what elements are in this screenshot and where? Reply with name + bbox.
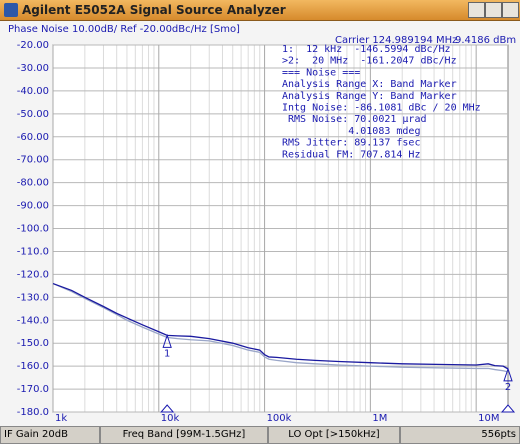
trace (52, 282, 509, 370)
marker-readout: 4.01083 mdeg (282, 126, 420, 137)
maximize-button[interactable] (485, 2, 502, 18)
marker-axis-tick (500, 404, 516, 413)
marker-readout: 1: 12 kHz -146.5994 dBc/Hz (282, 44, 451, 55)
marker-readout: === Noise === (282, 67, 360, 78)
marker-readout: Analysis Range Y: Band Marker (282, 91, 457, 102)
y-tick-label: -180.0 (17, 407, 49, 418)
y-tick-label: -170.0 (17, 384, 49, 395)
status-cell: 556pts (400, 426, 520, 444)
marker-readout: Analysis Range X: Band Marker (282, 79, 457, 90)
y-tick-label: -90.00 (17, 201, 49, 212)
y-tick-label: -30.00 (17, 63, 49, 74)
marker-readout: >2: 20 MHz -161.2047 dBc/Hz (282, 56, 457, 67)
x-tick-label: 10k (161, 413, 180, 424)
marker-readout: RMS Noise: 70.0021 µrad (282, 114, 427, 125)
chart-title: Phase Noise 10.00dB/ Ref -20.00dBc/Hz [S… (8, 24, 240, 35)
window-title: Agilent E5052A Signal Source Analyzer (22, 3, 286, 17)
title-bar: Agilent E5052A Signal Source Analyzer (0, 0, 520, 21)
y-tick-label: -70.00 (17, 155, 49, 166)
marker (503, 367, 513, 382)
close-button[interactable] (502, 2, 519, 18)
marker (162, 333, 172, 348)
app-icon (4, 3, 18, 17)
marker-readout: Residual FM: 707.814 Hz (282, 149, 420, 160)
minimize-button[interactable] (468, 2, 485, 18)
marker-label: 2 (505, 382, 511, 393)
y-tick-label: -110.0 (17, 246, 49, 257)
y-tick-label: -60.00 (17, 132, 49, 143)
carrier: Carrier 124.989194 MHz (335, 35, 457, 46)
y-tick-label: -100.0 (17, 224, 49, 235)
y-tick-label: -160.0 (17, 361, 49, 372)
marker-readout: RMS Jitter: 89.137 fsec (282, 138, 420, 149)
chart: Phase Noise 10.00dB/ Ref -20.00dBc/Hz [S… (0, 21, 520, 426)
y-tick-label: -150.0 (17, 338, 49, 349)
carrier-power: 9.4186 dBm (455, 35, 516, 46)
y-tick-label: -130.0 (17, 292, 49, 303)
y-tick-label: -140.0 (17, 315, 49, 326)
marker-readout: Intg Noise: -86.1081 dBc / 20 MHz (282, 103, 481, 114)
y-tick-label: -20.00 (17, 40, 49, 51)
x-tick-label: 100k (267, 413, 292, 424)
x-tick-label: 1M (372, 413, 387, 424)
y-tick-label: -50.00 (17, 109, 49, 120)
marker-label: 1 (164, 348, 170, 359)
trace (52, 282, 509, 373)
status-cell: LO Opt [>150kHz] (268, 426, 400, 444)
status-cell: Freq Band [99M-1.5GHz] (100, 426, 268, 444)
marker-axis-tick (160, 404, 175, 413)
status-bar: IF Gain 20dB Freq Band [99M-1.5GHz] LO Opt… (0, 426, 520, 444)
x-tick-label: 10M (478, 413, 499, 424)
y-tick-label: -120.0 (17, 269, 49, 280)
status-cell: IF Gain 20dB (0, 426, 100, 444)
x-tick-label: 1k (55, 413, 67, 424)
y-tick-label: -80.00 (17, 178, 49, 189)
y-tick-label: -40.00 (17, 86, 49, 97)
